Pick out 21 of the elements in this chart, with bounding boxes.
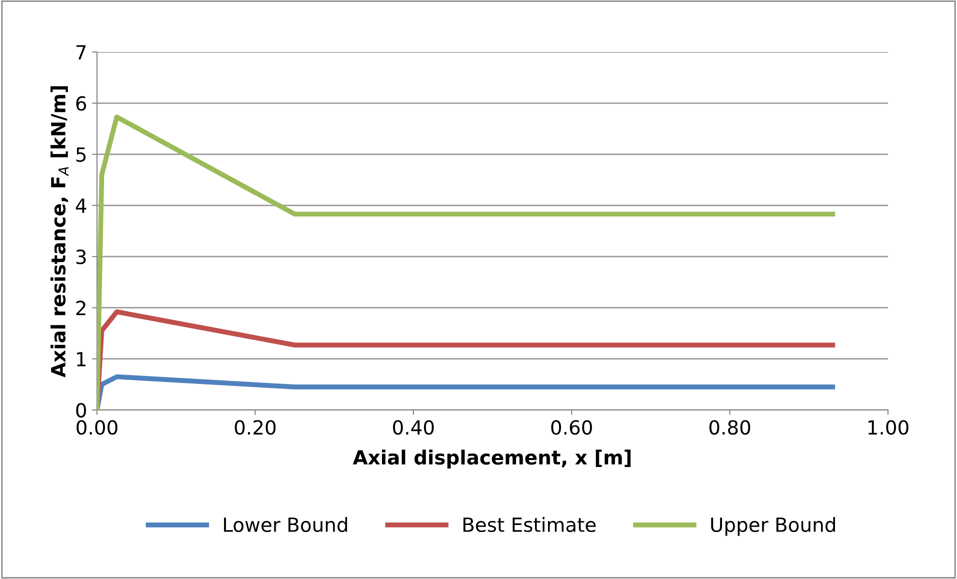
y-tick-label: 4 [76, 198, 86, 213]
legend-label: Upper Bound [711, 517, 835, 536]
x-tick-label: 0.60 [551, 420, 592, 435]
y-tick-label: 1 [77, 352, 86, 366]
legend-label: Best Estimate [463, 517, 596, 532]
legend-label: Lower Bound [224, 517, 348, 532]
line-series [97, 374, 836, 410]
y-tick-label: 6 [76, 96, 86, 111]
y-axis-title: Axial resistance, F$_{A}$ [kN/m] [50, 86, 68, 378]
y-tick-label: 3 [76, 250, 86, 264]
y-tick-label: 2 [76, 300, 86, 316]
x-tick-label: 0.00 [76, 420, 118, 435]
y-tick-label: 7 [76, 45, 86, 60]
x-tick-label: 0.20 [234, 420, 276, 435]
line-series [97, 114, 836, 410]
x-tick-label: 1.00 [868, 420, 908, 435]
x-axis-title: Axial displacement, x [m] [352, 450, 631, 468]
x-tick-label: 0.80 [709, 420, 750, 435]
x-tick-label: 0.40 [393, 420, 434, 435]
y-tick-label: 5 [76, 147, 86, 162]
y-tick-label: 0 [76, 402, 86, 418]
